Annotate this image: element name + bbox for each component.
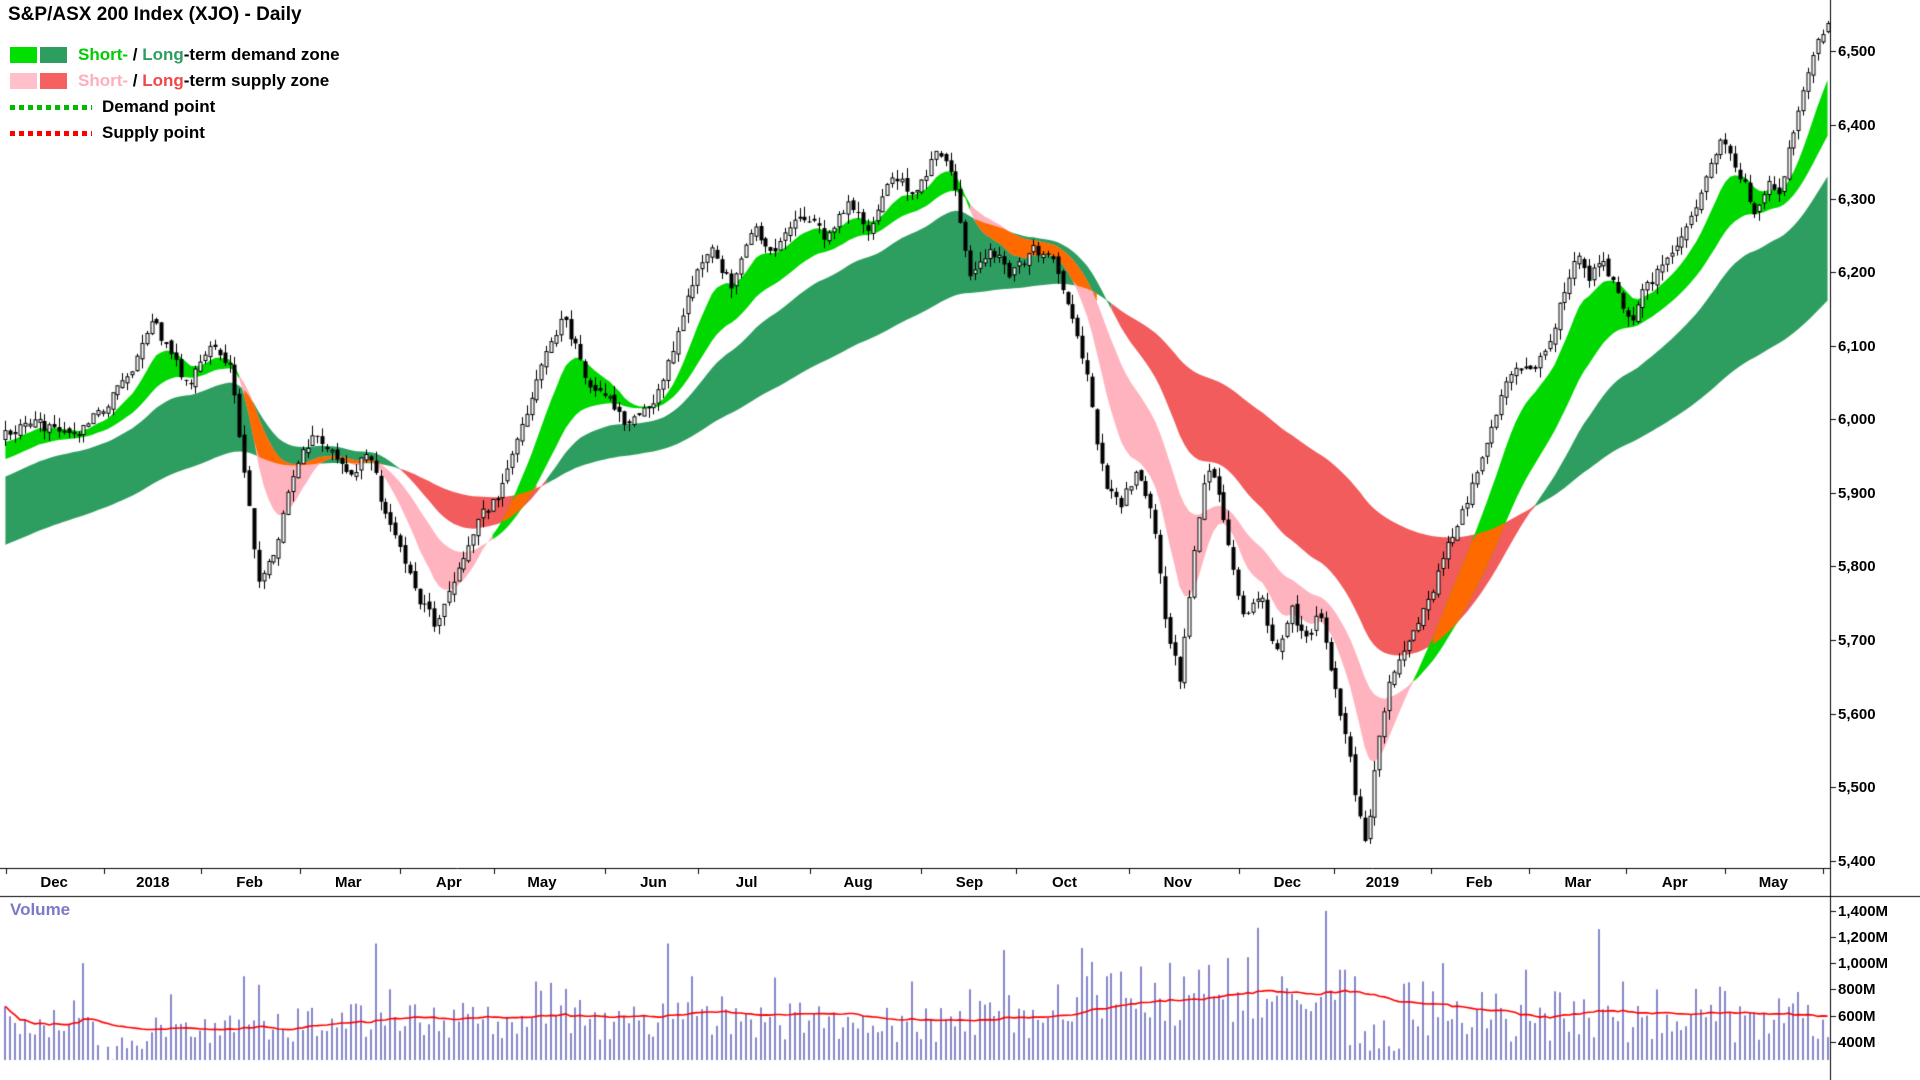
demand-point-label: Demand point (102, 97, 216, 116)
supply-point-dotted-line (10, 130, 92, 136)
long-supply-swatch (40, 73, 67, 89)
time-tick-label: Dec (1273, 874, 1302, 891)
price-tick-label: 5,500 (1838, 779, 1876, 797)
legend-row-supply-point: Supply point (10, 123, 340, 142)
time-tick-label: Mar (1564, 874, 1592, 891)
price-tick-label: 5,900 (1838, 484, 1876, 502)
time-tick-label: Oct (1051, 874, 1077, 891)
price-tick-label: 6,000 (1838, 411, 1876, 429)
volume-axis: 1,400M 1,200M 1,000M 800M 600M 400M (1838, 0, 1918, 1080)
time-tick-label: Apr (1661, 874, 1688, 891)
price-tick-label: 6,500 (1838, 43, 1876, 61)
legend-demand-zone-label: Short- / Long-term demand zone (78, 45, 340, 65)
time-tick-label: Jul (735, 874, 758, 891)
time-axis: Dec 2018 Feb Mar Apr May Jun Jul Aug Sep Oct Nov Dec… (0, 870, 1830, 895)
time-tick-label: Jun (640, 874, 667, 891)
price-axis: 6,500 6,400 6,300 6,200 6,100 6,000 5,900 5,800… (1838, 0, 1918, 1080)
price-tick-label: 6,400 (1838, 117, 1876, 135)
volume-tick-label: 800M (1838, 981, 1876, 999)
price-tick-label: 6,300 (1838, 190, 1876, 208)
time-tick-label: May (1758, 874, 1788, 891)
legend-row-demand-point: Demand point (10, 97, 340, 116)
time-tick-label: Apr (435, 874, 462, 891)
legend-row-demand-zone: Short- / Long-term demand zone (10, 45, 340, 65)
volume-tick-label: 1,200M (1838, 929, 1889, 947)
price-tick-label: 5,400 (1838, 852, 1876, 870)
short-supply-word: Short- (78, 71, 129, 90)
price-tick-label: 5,600 (1838, 705, 1876, 723)
time-tick-label: Feb (1465, 874, 1493, 891)
demand-zone-sep: / (128, 45, 143, 64)
volume-tick-label: 400M (1838, 1033, 1876, 1051)
volume-panel-label: Volume (10, 900, 71, 919)
long-demand-word: Long (142, 45, 184, 64)
volume-tick-label: 600M (1838, 1007, 1876, 1025)
long-demand-swatch (40, 47, 67, 63)
short-demand-word: Short- (78, 45, 129, 64)
demand-point-dotted-line (10, 104, 92, 110)
time-tick-label: 2018 (136, 874, 170, 891)
short-supply-swatch (10, 73, 37, 89)
volume-tick-label: 1,400M (1838, 902, 1889, 920)
time-tick-label: Feb (236, 874, 263, 891)
chart-title: S&P/ASX 200 Index (XJO) - Daily (8, 4, 302, 25)
price-tick-label: 5,800 (1838, 558, 1876, 576)
time-tick-label: Aug (843, 874, 873, 891)
legend: Short- / Long-term demand zone Short- / … (10, 45, 340, 142)
long-supply-word: Long (142, 71, 184, 90)
supply-zone-rest: -term supply zone (183, 71, 330, 90)
legend-row-supply-zone: Short- / Long-term supply zone (10, 71, 340, 91)
supply-zone-sep: / (128, 71, 143, 90)
supply-point-label: Supply point (102, 123, 205, 142)
time-tick-label: Mar (334, 874, 362, 891)
volume-tick-label: 1,000M (1838, 955, 1889, 973)
time-tick-label: 2019 (1365, 874, 1400, 891)
price-tick-label: 5,700 (1838, 631, 1876, 649)
price-tick-label: 6,100 (1838, 337, 1876, 355)
demand-zone-rest: -term demand zone (183, 45, 340, 64)
time-tick-label: Nov (1163, 874, 1192, 891)
price-tick-label: 6,200 (1838, 264, 1876, 282)
time-tick-label: Dec (40, 874, 68, 891)
short-demand-swatch (10, 47, 37, 63)
time-tick-label: May (527, 874, 557, 891)
legend-supply-zone-label: Short- / Long-term supply zone (78, 71, 329, 91)
time-tick-label: Sep (955, 874, 984, 891)
